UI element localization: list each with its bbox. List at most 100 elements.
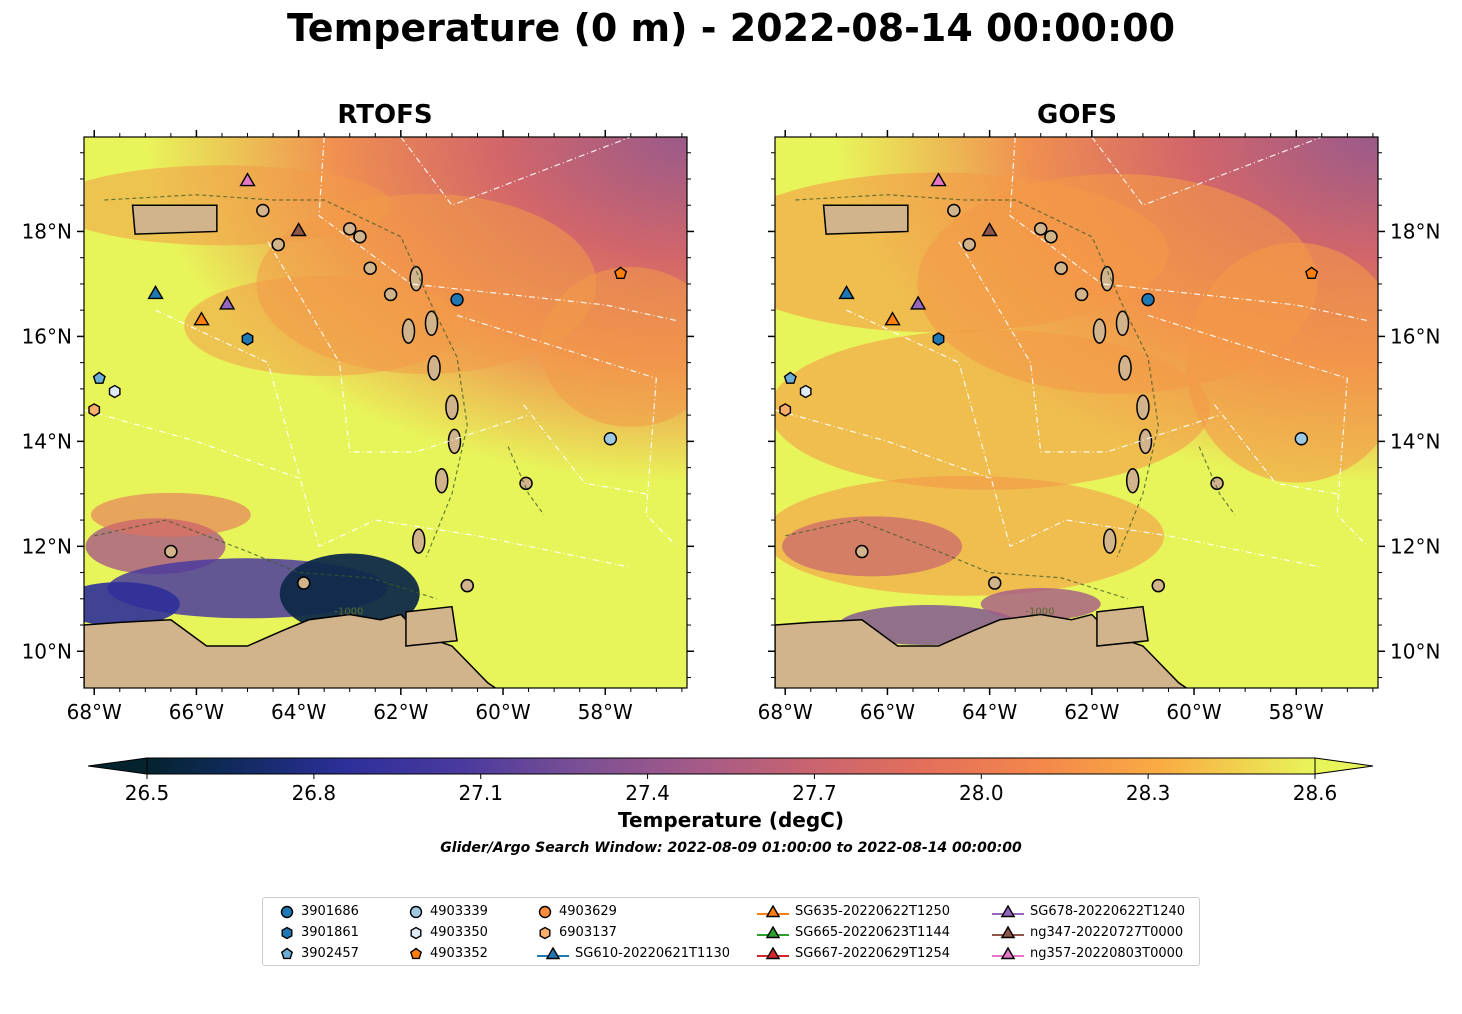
lon-tick-label: 62°W bbox=[1064, 700, 1119, 724]
colorbar-title: Temperature (degC) bbox=[618, 808, 844, 832]
station-marker bbox=[932, 332, 945, 346]
lon-tick-label: 68°W bbox=[758, 700, 813, 724]
legend-marker-icon bbox=[280, 905, 294, 919]
lat-tick-label: 10°N bbox=[1390, 639, 1440, 663]
lat-tick-label: 12°N bbox=[1390, 534, 1440, 558]
legend-label: ng347-20220727T0000 bbox=[1030, 925, 1184, 940]
lat-tick-label: 16°N bbox=[22, 324, 72, 348]
eez-boundary bbox=[318, 137, 677, 322]
legend-marker-icon bbox=[992, 904, 1024, 918]
legend-item: 6903137 bbox=[535, 923, 617, 943]
legend-marker-icon bbox=[757, 946, 789, 960]
colorbar-tick-label: 26.5 bbox=[125, 781, 170, 805]
lat-tick-label: 18°N bbox=[1390, 219, 1440, 243]
island-land bbox=[1151, 578, 1166, 593]
figure-title: Temperature (0 m) - 2022-08-14 00:00:00 bbox=[286, 6, 1176, 50]
legend-marker bbox=[1000, 904, 1016, 918]
legend-item: 3902457 bbox=[277, 944, 359, 964]
legend-label: SG610-20220621T1130 bbox=[575, 946, 731, 961]
map-frame bbox=[83, 136, 688, 689]
legend-marker bbox=[765, 925, 781, 939]
legend-marker-icon bbox=[281, 926, 293, 940]
island-land bbox=[424, 310, 439, 337]
contour-label: -1000 bbox=[1025, 607, 1054, 618]
legend-item: 4903339 bbox=[406, 902, 488, 922]
island-land bbox=[353, 229, 367, 244]
legend-marker bbox=[409, 905, 423, 919]
legend-marker-icon bbox=[757, 925, 789, 939]
island-land bbox=[1074, 287, 1089, 302]
legend-label: 3901686 bbox=[301, 904, 359, 919]
lon-tick-label: 60°W bbox=[1166, 700, 1221, 724]
island-land bbox=[445, 394, 459, 421]
island-land bbox=[271, 237, 285, 252]
lat-tick-label: 12°N bbox=[22, 534, 72, 558]
station-marker bbox=[193, 311, 210, 326]
legend-item: SG678-20220622T1240 bbox=[990, 902, 1185, 922]
bathymetry-contour bbox=[507, 446, 545, 516]
legend-marker bbox=[545, 946, 561, 960]
legend-item: 3901686 bbox=[277, 902, 359, 922]
colorbar-under-extend bbox=[87, 757, 148, 775]
trinidad-land bbox=[1096, 605, 1149, 647]
station-marker bbox=[779, 403, 792, 417]
station-marker bbox=[108, 384, 121, 399]
colorbar-body bbox=[146, 757, 1316, 775]
legend-label: 4903352 bbox=[430, 946, 488, 961]
legend-label: 6903137 bbox=[559, 925, 617, 940]
legend-marker bbox=[765, 904, 781, 918]
island-land bbox=[427, 355, 441, 381]
station-marker bbox=[218, 295, 236, 310]
lon-tick-label: 68°W bbox=[67, 700, 122, 724]
legend-marker bbox=[409, 947, 423, 960]
colorbar-tick-label: 28.6 bbox=[1293, 781, 1338, 805]
station-marker bbox=[88, 403, 101, 417]
station-marker bbox=[783, 371, 797, 384]
legend-marker bbox=[280, 947, 294, 960]
island-land bbox=[447, 428, 462, 455]
lat-tick-label: 14°N bbox=[22, 429, 72, 453]
legend: 3901686 3901861 3902457 4903339 4903350 49033… bbox=[262, 897, 1200, 966]
island-land bbox=[1054, 261, 1068, 275]
south-america-land bbox=[775, 613, 1188, 688]
puerto-rico-land bbox=[822, 204, 909, 235]
legend-marker bbox=[539, 926, 551, 940]
legend-marker bbox=[280, 905, 294, 919]
panel-title-rtofs: RTOFS bbox=[337, 100, 433, 130]
station-marker bbox=[1294, 432, 1309, 446]
island-land bbox=[1100, 265, 1114, 292]
legend-label: SG667-20220629T1254 bbox=[795, 946, 951, 961]
legend-item: SG610-20220621T1130 bbox=[535, 944, 730, 964]
island-land bbox=[296, 576, 311, 590]
island-land bbox=[383, 287, 398, 302]
station-marker bbox=[884, 311, 901, 326]
lon-tick-label: 66°W bbox=[860, 700, 915, 724]
island-land bbox=[434, 467, 449, 494]
legend-marker-icon bbox=[992, 925, 1024, 939]
station-marker bbox=[799, 384, 812, 399]
legend-marker-icon bbox=[537, 946, 569, 960]
colorbar-over-extend bbox=[1314, 757, 1374, 775]
island-land bbox=[460, 578, 475, 593]
eez-boundary bbox=[958, 241, 1220, 453]
island-land bbox=[256, 203, 270, 218]
legend-marker-icon bbox=[539, 926, 551, 940]
lon-tick-label: 58°W bbox=[578, 700, 633, 724]
legend-item: 4903352 bbox=[406, 944, 488, 964]
eez-boundary bbox=[400, 137, 632, 206]
island-land bbox=[1044, 229, 1058, 244]
colorbar-tick-label: 27.4 bbox=[625, 781, 670, 805]
trinidad-land bbox=[405, 605, 458, 647]
station-marker bbox=[241, 332, 254, 346]
colorbar-tick-label: 26.8 bbox=[292, 781, 337, 805]
lon-tick-label: 64°W bbox=[962, 700, 1017, 724]
legend-item: 4903350 bbox=[406, 923, 488, 943]
island-land bbox=[1115, 310, 1130, 337]
lat-tick-label: 10°N bbox=[22, 639, 72, 663]
station-marker bbox=[614, 266, 628, 279]
bathymetry-contour bbox=[1198, 446, 1236, 516]
colorbar-tick-label: 27.7 bbox=[792, 781, 837, 805]
legend-label: SG678-20220622T1240 bbox=[1030, 904, 1186, 919]
legend-marker bbox=[765, 946, 781, 960]
